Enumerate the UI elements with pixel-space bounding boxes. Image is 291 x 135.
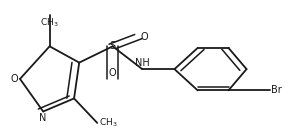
Text: CH$_3$: CH$_3$: [99, 117, 118, 129]
Text: NH: NH: [135, 58, 150, 68]
Text: O: O: [140, 32, 148, 42]
Text: N: N: [40, 113, 47, 123]
Text: O: O: [10, 74, 18, 84]
Text: Br: Br: [272, 85, 282, 95]
Text: O: O: [109, 68, 116, 78]
Text: S: S: [110, 41, 116, 51]
Text: CH$_3$: CH$_3$: [40, 17, 59, 29]
